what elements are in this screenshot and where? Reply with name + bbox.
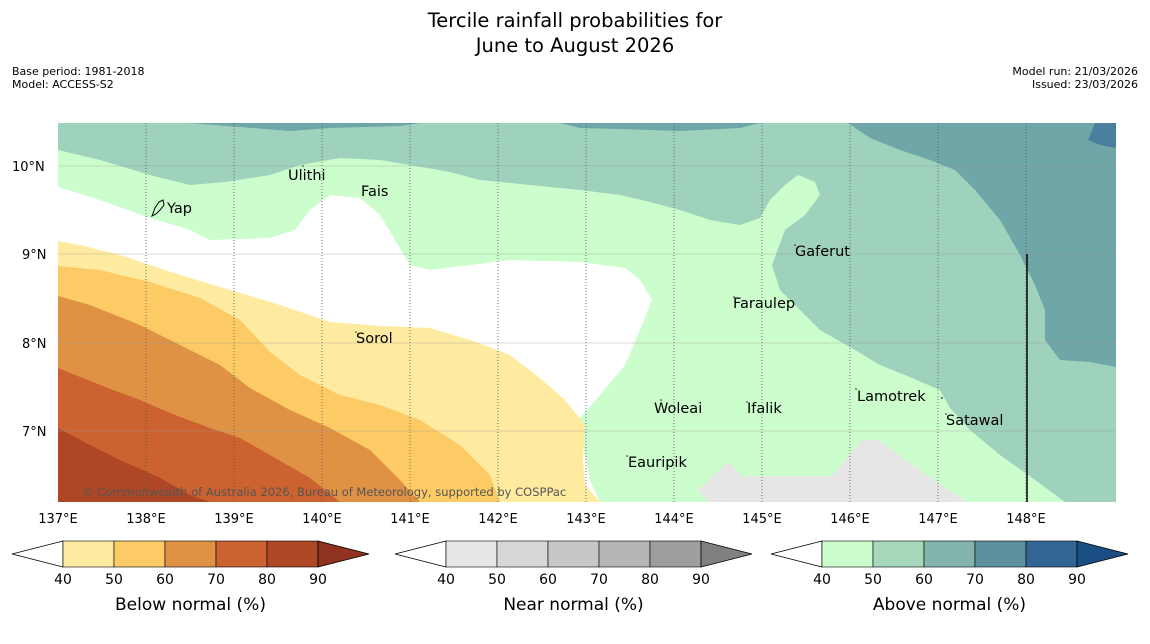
- copyright-notice: © Commonwealth of Australia 2026, Bureau…: [82, 485, 566, 499]
- lon-label-142e: 142°E: [478, 512, 518, 527]
- colorbar-below-segment: [266, 540, 319, 568]
- model-name: Model: ACCESS-S2: [12, 78, 114, 91]
- place-labels: Ulithi Fais Yap Gaferut Faraulep Sorol W…: [166, 168, 1003, 471]
- longitude-labels: 137°E 138°E 139°E 140°E 141°E 142°E 143°…: [38, 512, 1046, 527]
- place-woleai: Woleai: [654, 401, 702, 417]
- colorbar-near-tick-label: 40: [437, 572, 455, 588]
- lon-label-138e: 138°E: [126, 512, 166, 527]
- colorbar-above-title: Above normal (%): [873, 595, 1026, 615]
- colorbar-below-tick-label: 70: [207, 572, 225, 588]
- metadata-left: Base period: 1981-2018 Model: ACCESS-S2: [12, 65, 144, 91]
- place-eauripik: Eauripik: [628, 455, 687, 471]
- lon-label-140e: 140°E: [302, 512, 342, 527]
- near-40-region: [698, 440, 968, 502]
- colorbar-above-segment: [1025, 540, 1078, 568]
- colorbar-near-tick-label: 60: [539, 572, 557, 588]
- colorbar-above-segment: [923, 540, 976, 568]
- lon-label-141e: 141°E: [390, 512, 430, 527]
- above-60-strip-2: [560, 123, 760, 131]
- above-70-region: [1088, 123, 1116, 148]
- place-satawal: Satawal: [946, 413, 1003, 429]
- metadata-right: Model run: 21/03/2026 Issued: 23/03/2026: [1012, 65, 1138, 91]
- map-title: Tercile rainfall probabilities for June …: [0, 8, 1150, 58]
- colorbar-above-min-extension: [770, 540, 823, 568]
- map-fill: Ulithi Fais Yap Gaferut Faraulep Sorol W…: [58, 123, 1116, 502]
- longitude-gridlines: [145, 123, 1027, 502]
- colorbar-above-tick-label: 70: [966, 572, 984, 588]
- colorbar-above-tick-label: 50: [864, 572, 882, 588]
- colorbar-below: 40 50 60 70 80 90 Below normal (%): [11, 540, 370, 615]
- above-50-region: [58, 123, 1116, 502]
- colorbar-near-tick-label: 50: [488, 572, 506, 588]
- yap-island: [151, 199, 165, 218]
- colorbar-near-tick-label: 80: [641, 572, 659, 588]
- colorbar-near-min-extension: [394, 540, 447, 568]
- lat-label-7n: 7°N: [22, 425, 47, 440]
- colorbar-below-min-extension: [11, 540, 64, 568]
- issued-date: Issued: 23/03/2026: [1031, 78, 1138, 91]
- colorbar-near-segment: [598, 540, 651, 568]
- title-line-2: June to August 2026: [475, 34, 675, 57]
- colorbar-below-tick-label: 60: [156, 572, 174, 588]
- colorbar-below-max-extension: [317, 540, 370, 568]
- title-line-1: Tercile rainfall probabilities for: [427, 9, 723, 32]
- atoll-markers: [302, 165, 947, 457]
- colorbar-above-segment: [974, 540, 1027, 568]
- colorbar-near-max-extension: [700, 540, 753, 568]
- colorbar-below-segment: [164, 540, 217, 568]
- above-60-strip: [190, 123, 420, 131]
- colorbar-near-segment: [547, 540, 600, 568]
- colorbar-near-tick-label: 70: [590, 572, 608, 588]
- place-yap: Yap: [166, 201, 192, 217]
- colorbar-near-segment: [649, 540, 702, 568]
- above-60-region: [848, 123, 1116, 367]
- colorbar-above-tick-label: 40: [813, 572, 831, 588]
- place-fais: Fais: [361, 184, 388, 200]
- colorbar-below-title: Below normal (%): [115, 595, 266, 615]
- model-run: Model run: 21/03/2026: [1012, 65, 1138, 78]
- lat-label-8n: 8°N: [22, 337, 47, 352]
- lon-label-147e: 147°E: [918, 512, 958, 527]
- lat-label-10n: 10°N: [12, 160, 45, 175]
- place-lamotrek: Lamotrek: [857, 389, 926, 405]
- lon-label-137e: 137°E: [38, 512, 78, 527]
- colorbar-above: 40 50 60 70 80 90 Above normal (%): [770, 540, 1129, 615]
- base-period: Base period: 1981-2018: [12, 65, 145, 78]
- colorbar-above-tick-label: 80: [1017, 572, 1035, 588]
- lon-label-144e: 144°E: [654, 512, 694, 527]
- place-gaferut: Gaferut: [795, 244, 850, 260]
- below-80-region: [58, 428, 210, 502]
- lon-label-143e: 143°E: [566, 512, 606, 527]
- colorbar-above-segment: [872, 540, 925, 568]
- place-ulithi: Ulithi: [288, 168, 326, 184]
- place-ifalik: Ifalik: [747, 401, 782, 417]
- latitude-labels: 10°N 9°N 8°N 7°N: [12, 160, 47, 440]
- colorbar-below-segment: [62, 540, 115, 568]
- colorbar-above-tick-label: 60: [915, 572, 933, 588]
- lon-label-139e: 139°E: [214, 512, 254, 527]
- colorbar-near-segment: [496, 540, 549, 568]
- colorbar-near-title: Near normal (%): [503, 595, 643, 615]
- colorbar-below-tick-label: 50: [105, 572, 123, 588]
- colorbar-below-segment: [113, 540, 166, 568]
- colorbar-below-tick-label: 90: [309, 572, 327, 588]
- colorbar-near-tick-label: 90: [692, 572, 710, 588]
- colorbar-below-segment: [215, 540, 268, 568]
- colorbar-below-tick-label: 40: [54, 572, 72, 588]
- lon-label-145e: 145°E: [742, 512, 782, 527]
- place-faraulep: Faraulep: [733, 296, 795, 312]
- colorbar-above-tick-label: 90: [1068, 572, 1086, 588]
- colorbar-below-tick-label: 80: [258, 572, 276, 588]
- colorbar-near-segment: [445, 540, 498, 568]
- lon-label-146e: 146°E: [830, 512, 870, 527]
- colorbar-above-segment: [821, 540, 874, 568]
- lat-label-9n: 9°N: [22, 248, 47, 263]
- colorbar-near: 40 50 60 70 80 90 Near normal (%): [394, 540, 753, 615]
- colorbar-above-max-extension: [1076, 540, 1129, 568]
- place-sorol: Sorol: [356, 331, 393, 347]
- lon-label-148e: 148°E: [1006, 512, 1046, 527]
